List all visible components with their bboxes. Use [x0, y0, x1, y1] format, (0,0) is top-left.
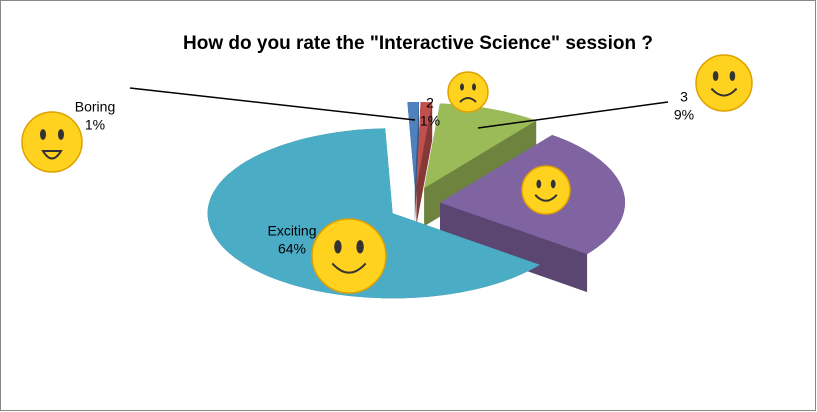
value-label: 1%	[85, 117, 105, 133]
value-label: 64%	[278, 241, 306, 257]
chart-title: How do you rate the "Interactive Science…	[183, 33, 653, 54]
chart: How do you rate the "Interactive Science…	[0, 0, 817, 412]
emoji-eye	[58, 129, 64, 140]
emoji-eye	[536, 180, 541, 189]
emoji-eye	[551, 180, 556, 189]
emoji-eye	[460, 83, 464, 90]
category-label: Exciting	[267, 223, 316, 239]
emoji-eye	[334, 240, 341, 253]
emoji-eye	[730, 71, 736, 81]
emoji-eye	[40, 129, 46, 140]
category-label: 3	[680, 89, 688, 105]
emoji-eye	[472, 83, 476, 90]
chart-frame	[1, 1, 816, 411]
category-label: 2	[426, 95, 434, 111]
emoji-face	[312, 219, 386, 293]
emoji-eye	[713, 71, 719, 81]
value-label: 9%	[674, 107, 694, 123]
category-label: Boring	[75, 99, 115, 115]
emoji-face	[696, 55, 752, 111]
emoji-face	[22, 112, 82, 172]
emoji-eye	[356, 240, 363, 253]
emoji-face	[522, 166, 570, 214]
value-label: 1%	[420, 113, 440, 129]
emoji-face	[448, 72, 488, 112]
